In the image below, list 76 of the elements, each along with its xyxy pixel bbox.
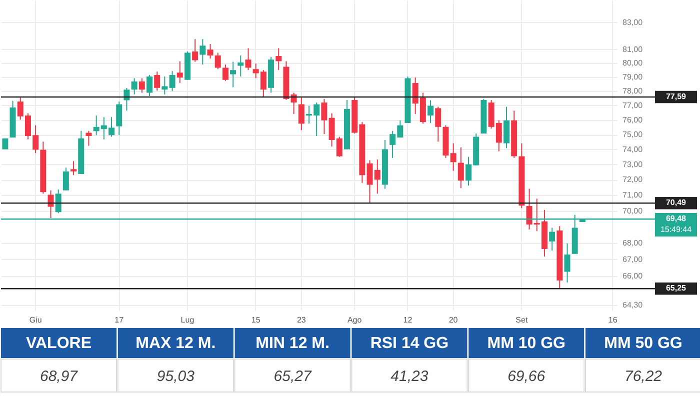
y-tick-label: 74,00 [622, 144, 644, 154]
y-tick-label: 71,00 [622, 190, 644, 200]
candlestick [549, 227, 556, 252]
x-tick-label: 23 [296, 316, 306, 324]
text: 95,03 [156, 368, 196, 385]
y-tick-label: 73,00 [622, 160, 644, 169]
y-tick-label: 75,00 [622, 130, 644, 140]
candlestick [207, 43, 214, 60]
text: 69,66 [508, 368, 546, 385]
y-tick-label: 66,00 [622, 271, 644, 280]
candlestick [230, 61, 236, 88]
text: 41,23 [390, 368, 429, 385]
y-tick-label: 79,00 [622, 72, 644, 82]
candlestick [124, 87, 130, 112]
candlestick [298, 97, 304, 131]
category-label: MM 10 GG [487, 335, 566, 352]
x-tick-label: 12 [403, 316, 413, 324]
x-tick-label: 20 [448, 316, 458, 324]
candlestick [200, 38, 206, 66]
candlestick [55, 188, 62, 214]
ref-line-label: 69,48 [666, 214, 687, 224]
candlestick [564, 242, 570, 284]
ref-line-label: 65,25 [666, 284, 687, 293]
y-tick-label: 67,00 [622, 254, 644, 264]
y-tick-label: 70,00 [622, 206, 644, 216]
candlestick [428, 100, 434, 124]
candlestick [192, 38, 198, 62]
category-label: MAX 12 M. [136, 335, 216, 352]
y-tick-label: 77,00 [622, 100, 644, 110]
candlestick [435, 106, 442, 142]
candlestick [222, 64, 228, 82]
y-tick-label: 64,30 [622, 300, 644, 310]
candlestick [214, 52, 221, 70]
candlestick [138, 78, 145, 94]
candlestick [131, 78, 138, 95]
text: 76,22 [624, 368, 663, 385]
category-label: MIN 12 M. [256, 335, 330, 352]
text: 68,97 [40, 368, 78, 385]
candlestick [169, 70, 176, 92]
candlestick [176, 60, 183, 84]
x-tick-label: Lug [180, 316, 194, 324]
candlestick [245, 48, 252, 71]
y-tick-label: 81,00 [622, 44, 644, 54]
candlestick [238, 54, 244, 78]
category-label: RSI 14 GG [370, 335, 449, 352]
candlestick [62, 167, 69, 191]
x-tick-label: Ago [347, 316, 362, 324]
candlestick [162, 76, 168, 95]
candlestick [116, 101, 122, 136]
x-tick-label: Giu [29, 316, 42, 324]
y-tick-label: 80,00 [622, 58, 644, 68]
text: 65,27 [274, 368, 312, 385]
candlestick [503, 106, 510, 149]
ref-line-label: 70,49 [666, 198, 687, 208]
category-label: VALORE [26, 335, 92, 352]
x-tick-label: 16 [608, 316, 618, 324]
candlestick [48, 190, 54, 219]
candlestick [146, 74, 152, 96]
candlestick [276, 48, 282, 71]
y-tick-label: 72,00 [622, 175, 644, 184]
ref-line-label: 77,59 [666, 92, 687, 101]
x-tick-label: 17 [114, 316, 124, 324]
candlestick [70, 160, 77, 176]
category-label: MM 50 GG [604, 335, 682, 352]
candlestick [450, 142, 456, 172]
candlestick [458, 146, 464, 189]
x-tick-label: 15 [251, 316, 261, 324]
y-tick-label: 76,00 [622, 115, 644, 124]
text: 15:49:44 [660, 225, 692, 234]
x-tick-label: Set [516, 316, 528, 324]
y-tick-label: 68,00 [622, 238, 644, 248]
y-tick-label: 78,00 [622, 86, 644, 96]
y-tick-label: 83,00 [622, 18, 644, 27]
candlestick [321, 98, 328, 135]
candlestick [154, 71, 160, 92]
candlestick [86, 130, 92, 146]
